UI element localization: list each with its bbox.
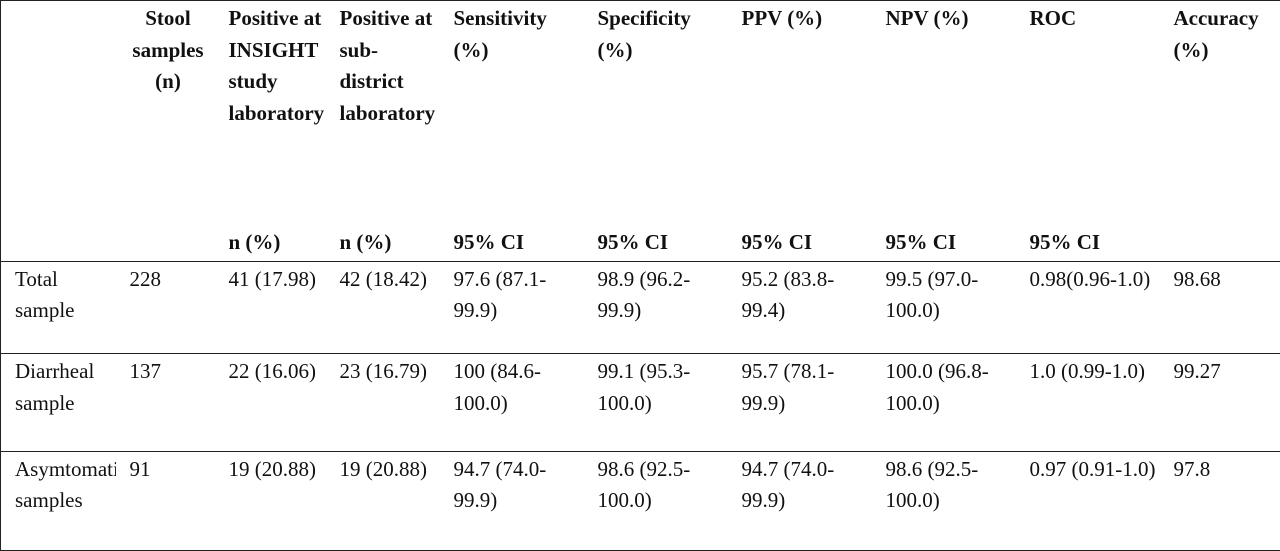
cell-ppv: 94.7 (74.0-99.9)	[727, 451, 872, 551]
cell-n: 228	[115, 261, 215, 355]
header-ppv: PPV (%) 95% CI	[727, 0, 872, 262]
cell-sensitivity: 100 (84.6-100.0)	[439, 353, 584, 452]
cell-roc: 0.98(0.96-1.0)	[1015, 261, 1160, 355]
cell-specificity: 98.6 (92.5-100.0)	[583, 451, 728, 551]
header-positive-subdistrict: Positive at sub-district laboratory n (%)	[325, 0, 440, 262]
cell-ppv: 95.7 (78.1-99.9)	[727, 353, 872, 452]
cell-accuracy: 97.8	[1159, 451, 1280, 551]
cell-insight: 22 (16.06)	[214, 353, 326, 452]
cell-npv: 99.5 (97.0-100.0)	[871, 261, 1016, 355]
cell-subdistrict: 42 (18.42)	[325, 261, 440, 355]
cell-n: 91	[115, 451, 215, 551]
cell-sensitivity: 97.6 (87.1-99.9)	[439, 261, 584, 355]
header-roc: ROC 95% CI	[1015, 0, 1160, 262]
row-label: Total sample	[0, 261, 116, 355]
cell-ppv: 95.2 (83.8-99.4)	[727, 261, 872, 355]
row-label: Diarrheal sample	[0, 353, 116, 452]
cell-specificity: 99.1 (95.3-100.0)	[583, 353, 728, 452]
cell-specificity: 98.9 (96.2-99.9)	[583, 261, 728, 355]
cell-sensitivity: 94.7 (74.0-99.9)	[439, 451, 584, 551]
cell-subdistrict: 19 (20.88)	[325, 451, 440, 551]
cell-roc: 1.0 (0.99-1.0)	[1015, 353, 1160, 452]
header-accuracy: Accuracy (%)	[1159, 0, 1280, 262]
cell-subdistrict: 23 (16.79)	[325, 353, 440, 452]
row-label: Asymtomatic samples	[0, 451, 116, 551]
table-row: Total sample 228 41 (17.98) 42 (18.42) 9…	[0, 261, 1280, 355]
table-row: Asymtomatic samples 91 19 (20.88) 19 (20…	[0, 451, 1280, 551]
cell-roc: 0.97 (0.91-1.0)	[1015, 451, 1160, 551]
cell-accuracy: 98.68	[1159, 261, 1280, 355]
header-row: Stool samples (n) Positive at INSIGHT st…	[0, 0, 1280, 262]
cell-npv: 98.6 (92.5-100.0)	[871, 451, 1016, 551]
header-stool-samples: Stool samples (n)	[115, 0, 215, 262]
cell-npv: 100.0 (96.8-100.0)	[871, 353, 1016, 452]
header-specificity: Specificity (%) 95% CI	[583, 0, 728, 262]
header-sensitivity: Sensitivity (%) 95% CI	[439, 0, 584, 262]
cell-insight: 19 (20.88)	[214, 451, 326, 551]
cell-n: 137	[115, 353, 215, 452]
cell-insight: 41 (17.98)	[214, 261, 326, 355]
table-row: Diarrheal sample 137 22 (16.06) 23 (16.7…	[0, 353, 1280, 452]
header-positive-insight: Positive at INSIGHT study laboratory n (%…	[214, 0, 326, 262]
header-blank	[0, 0, 116, 262]
header-npv: NPV (%) 95% CI	[871, 0, 1016, 262]
cell-accuracy: 99.27	[1159, 353, 1280, 452]
